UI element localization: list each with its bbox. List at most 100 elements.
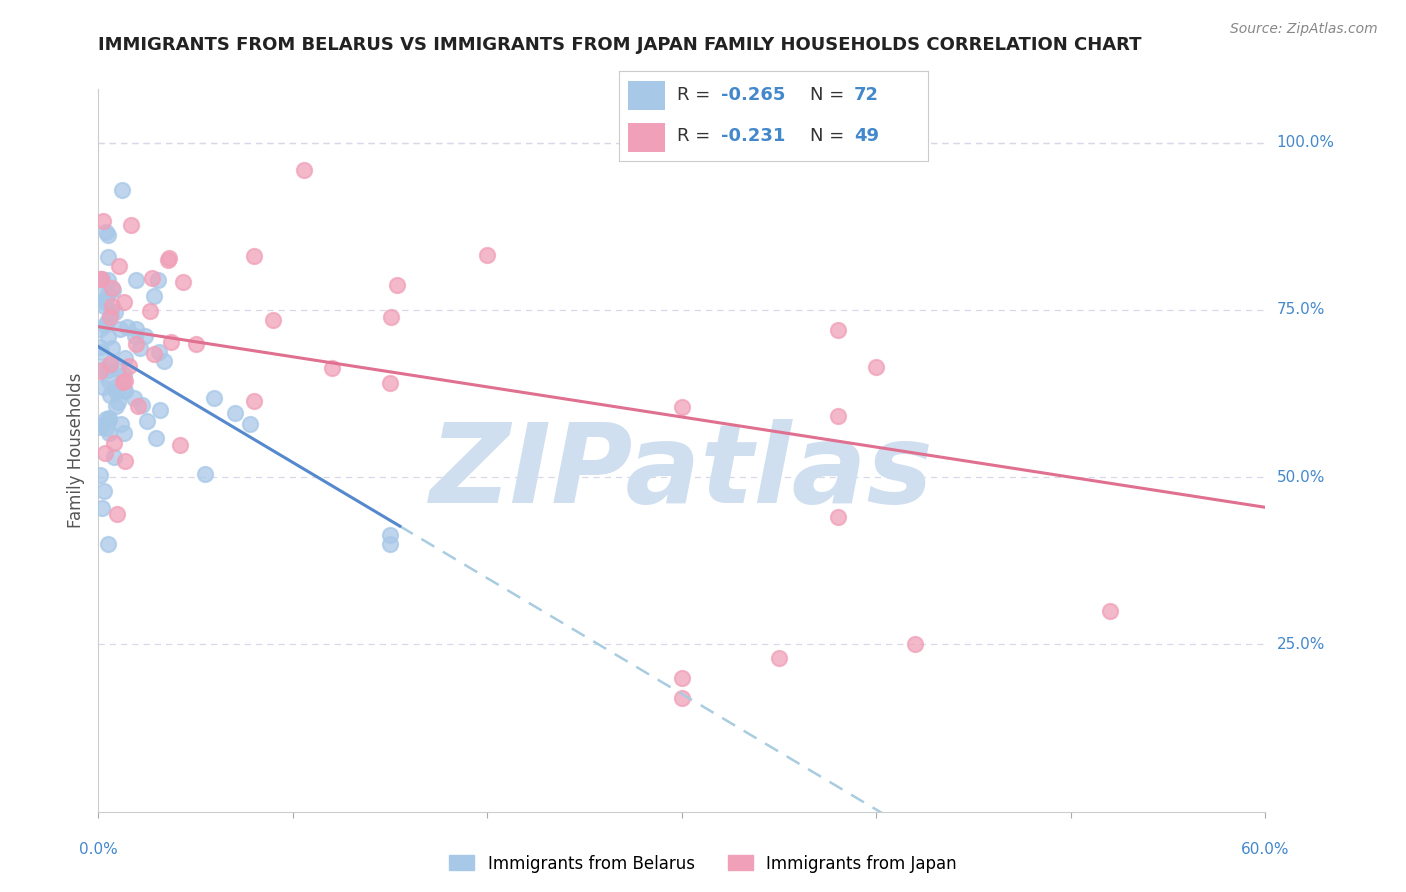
Point (768, 651, 790, 665)
Point (94, 318, 117, 332)
Point (243, 394, 266, 409)
Point (94, 226, 117, 240)
Text: IMMIGRANTS FROM BELARUS VS IMMIGRANTS FROM JAPAN FAMILY HOUSEHOLDS CORRELATION C: IMMIGRANTS FROM BELARUS VS IMMIGRANTS FR… (98, 36, 1142, 54)
Text: Source: ZipAtlas.com: Source: ZipAtlas.com (1230, 22, 1378, 37)
Point (380, 310, 402, 325)
Point (169, 438, 191, 452)
Text: R =: R = (678, 128, 717, 145)
Point (127, 399, 149, 413)
Point (142, 347, 165, 361)
Point (107, 361, 129, 376)
Point (671, 671, 693, 685)
Point (90, 285, 112, 300)
Point (321, 360, 343, 375)
Point (114, 454, 136, 468)
Point (157, 251, 180, 265)
Point (827, 510, 849, 524)
Text: 75.0%: 75.0% (1277, 302, 1324, 318)
Point (100, 299, 122, 313)
Point (105, 508, 128, 522)
Text: 72: 72 (853, 87, 879, 104)
Point (129, 341, 152, 355)
Point (97, 227, 120, 242)
Text: 25.0%: 25.0% (1277, 637, 1324, 652)
Point (97, 286, 120, 301)
Point (262, 313, 284, 327)
Point (131, 398, 153, 412)
Text: 50.0%: 50.0% (1277, 470, 1324, 484)
Point (138, 303, 160, 318)
Point (97, 313, 120, 327)
Point (98, 357, 121, 371)
Point (827, 323, 849, 337)
Point (91, 417, 114, 432)
Point (125, 337, 148, 351)
Point (98, 388, 121, 402)
Point (110, 417, 132, 432)
Point (91, 293, 114, 308)
Point (98, 412, 121, 426)
Point (100, 281, 122, 295)
Point (134, 328, 156, 343)
Point (202, 391, 225, 405)
Point (125, 273, 148, 287)
Point (91, 213, 114, 227)
Point (224, 406, 246, 420)
Point (97, 374, 120, 388)
Point (111, 182, 134, 196)
Point (97, 426, 120, 441)
Point (807, 143, 830, 157)
Point (91, 361, 114, 376)
Point (172, 276, 194, 290)
Point (93, 380, 115, 394)
Point (114, 351, 136, 365)
Point (292, 162, 315, 177)
Point (89, 322, 111, 336)
Point (94, 420, 117, 434)
Point (93, 484, 115, 499)
Point (89, 272, 111, 286)
Point (97, 537, 120, 551)
Point (380, 528, 402, 542)
Point (671, 400, 693, 414)
Text: 60.0%: 60.0% (1241, 842, 1289, 857)
Point (1098, 604, 1121, 618)
Point (89, 468, 111, 483)
Point (89, 340, 111, 354)
Text: 100.0%: 100.0% (1277, 136, 1334, 150)
Point (114, 384, 136, 399)
Point (91, 500, 114, 515)
Point (93, 299, 115, 313)
Point (827, 409, 849, 423)
Text: R =: R = (678, 87, 717, 104)
Point (153, 354, 176, 368)
Point (98, 310, 121, 325)
Point (243, 249, 266, 263)
Point (97, 363, 120, 377)
Point (114, 374, 136, 388)
Point (94, 446, 117, 460)
Text: 0.0%: 0.0% (79, 842, 118, 857)
Point (105, 384, 128, 399)
Point (148, 344, 170, 359)
Point (97, 273, 120, 287)
Point (100, 359, 122, 374)
Point (90, 344, 112, 359)
Text: N =: N = (810, 87, 851, 104)
Point (91, 271, 114, 285)
Point (104, 380, 127, 394)
Point (157, 252, 180, 267)
Point (105, 399, 128, 413)
Point (141, 270, 163, 285)
Text: -0.265: -0.265 (721, 87, 785, 104)
Point (136, 413, 159, 427)
FancyBboxPatch shape (628, 123, 665, 152)
Text: 49: 49 (853, 128, 879, 145)
Point (146, 272, 169, 286)
Text: -0.231: -0.231 (721, 128, 785, 145)
Point (104, 305, 127, 319)
Point (89, 420, 111, 434)
Point (97, 330, 120, 344)
Point (101, 283, 124, 297)
Point (124, 329, 146, 343)
